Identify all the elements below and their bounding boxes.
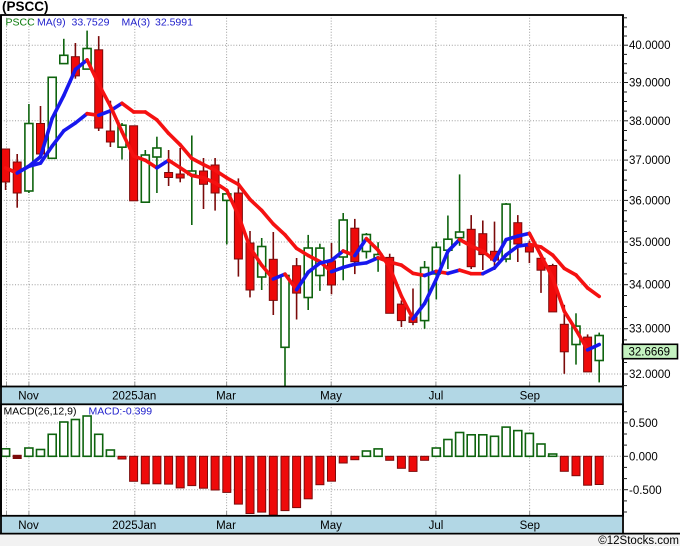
svg-text:0.500: 0.500 [629, 418, 658, 430]
svg-text:Jul: Jul [429, 520, 444, 532]
svg-text:38.0000: 38.0000 [629, 116, 671, 128]
svg-text:33.0000: 33.0000 [629, 324, 671, 336]
svg-text:May: May [320, 391, 342, 403]
svg-text:2025Jan: 2025Jan [112, 520, 156, 532]
svg-text:2025Jan: 2025Jan [112, 391, 156, 403]
svg-text:PSCC: PSCC [6, 17, 36, 29]
svg-text:©12Stocks.com: ©12Stocks.com [598, 535, 679, 546]
svg-text:Nov: Nov [18, 520, 39, 532]
svg-text:36.0000: 36.0000 [629, 195, 671, 207]
svg-text:MA(3): MA(3) [122, 17, 151, 29]
svg-text:33.7529: 33.7529 [72, 17, 110, 29]
svg-text:0.000: 0.000 [629, 451, 658, 463]
svg-text:May: May [320, 520, 342, 532]
svg-text:35.0000: 35.0000 [629, 237, 671, 249]
svg-text:37.0000: 37.0000 [629, 155, 671, 167]
svg-text:34.0000: 34.0000 [629, 280, 671, 292]
svg-text:32.0000: 32.0000 [629, 369, 671, 381]
svg-text:Sep: Sep [520, 391, 540, 403]
svg-text:MACD:-0.399: MACD:-0.399 [89, 406, 153, 418]
svg-text:Nov: Nov [18, 391, 39, 403]
svg-text:40.0000: 40.0000 [629, 40, 671, 52]
svg-text:Jul: Jul [429, 391, 444, 403]
svg-text:(PSCC): (PSCC) [2, 0, 49, 14]
svg-text:Mar: Mar [216, 520, 236, 532]
svg-text:MA(9): MA(9) [37, 17, 66, 29]
svg-text:32.5991: 32.5991 [155, 17, 193, 29]
svg-text:MACD(26,12,9): MACD(26,12,9) [4, 406, 77, 418]
svg-text:-0.500: -0.500 [629, 485, 662, 497]
svg-text:32.6669: 32.6669 [629, 347, 671, 359]
svg-text:39.0000: 39.0000 [629, 78, 671, 90]
svg-text:Sep: Sep [520, 520, 540, 532]
svg-text:Mar: Mar [216, 391, 236, 403]
